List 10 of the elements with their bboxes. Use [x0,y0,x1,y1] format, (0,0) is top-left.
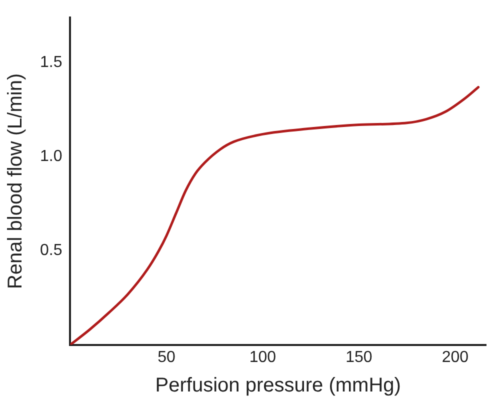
x-tick-label: 100 [249,348,276,366]
y-tick-label: 1.0 [40,148,62,166]
line-series [70,86,480,345]
x-tick-label: 50 [158,348,176,366]
x-tick-label: 150 [346,348,372,366]
y-tick-label: 0.5 [40,242,62,260]
y-axis-title: Renal blood flow (L/min) [4,73,27,290]
x-tick-label: 200 [442,348,469,366]
x-axis-title: Perfusion pressure (mmHg) [155,374,401,397]
y-tick-label: 1.5 [40,54,62,72]
